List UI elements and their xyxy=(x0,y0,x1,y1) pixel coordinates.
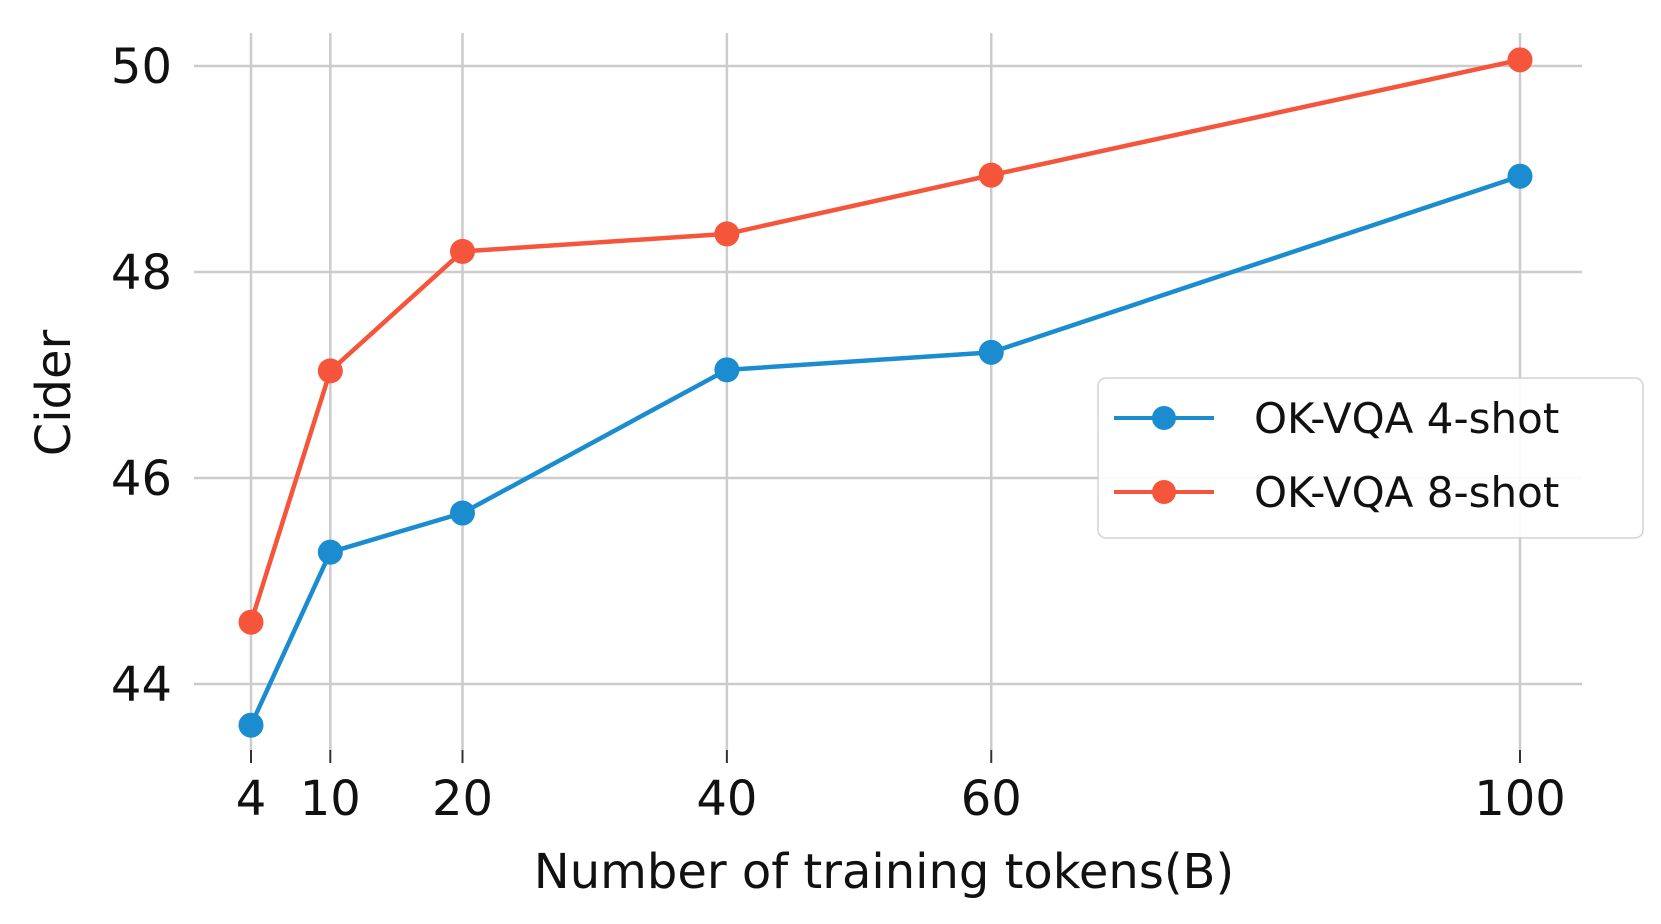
data-point-ok-vqa-8-shot-60 xyxy=(978,162,1004,188)
data-point-ok-vqa-4-shot-10 xyxy=(317,539,343,565)
x-axis-ticks: 4 10 20 40 60 100 xyxy=(236,750,1566,827)
data-point-ok-vqa-4-shot-60 xyxy=(978,339,1004,365)
y-tick-label-48: 48 xyxy=(111,245,172,301)
legend-marker-4-shot xyxy=(1152,406,1176,430)
data-point-ok-vqa-4-shot-4 xyxy=(238,712,264,738)
grid xyxy=(194,33,1582,750)
data-point-ok-vqa-8-shot-20 xyxy=(450,238,475,264)
series-line-ok-vqa-8-shot xyxy=(248,57,1523,625)
x-tick-label-10: 10 xyxy=(300,771,361,827)
data-point-ok-vqa-4-shot-40 xyxy=(714,357,740,383)
y-tick-label-44: 44 xyxy=(111,657,172,713)
x-tick-label-40: 40 xyxy=(696,771,757,827)
y-tick-label-50: 50 xyxy=(111,39,172,95)
legend-marker-8-shot xyxy=(1152,480,1176,504)
x-tick-label-60: 60 xyxy=(961,771,1022,827)
series-line-ok-vqa-4-shot xyxy=(248,173,1523,728)
x-tick-label-20: 20 xyxy=(432,771,493,827)
legend: OK-VQA 4-shot OK-VQA 8-shot xyxy=(1097,377,1644,539)
series-ok-vqa-8-shot xyxy=(238,47,1533,635)
x-tick-label-4: 4 xyxy=(236,771,267,827)
data-point-ok-vqa-8-shot-10 xyxy=(317,358,343,384)
series-ok-vqa-4-shot xyxy=(238,163,1533,738)
data-point-ok-vqa-4-shot-20 xyxy=(450,500,475,526)
series xyxy=(238,47,1533,738)
y-tick-label-46: 46 xyxy=(111,451,172,507)
y-axis-title: Cider xyxy=(26,329,82,456)
legend-label-8-shot: OK-VQA 8-shot xyxy=(1254,468,1559,517)
x-tick-label-100: 100 xyxy=(1474,771,1566,827)
data-point-ok-vqa-8-shot-4 xyxy=(238,609,264,635)
data-point-ok-vqa-8-shot-100 xyxy=(1507,47,1533,73)
x-axis-title: Number of training tokens(B) xyxy=(534,844,1234,900)
data-point-ok-vqa-4-shot-100 xyxy=(1507,163,1533,189)
legend-box xyxy=(1097,377,1644,539)
legend-label-4-shot: OK-VQA 4-shot xyxy=(1254,394,1559,443)
data-point-ok-vqa-8-shot-40 xyxy=(714,221,740,247)
y-axis-ticks: 44 46 48 50 xyxy=(111,39,172,713)
